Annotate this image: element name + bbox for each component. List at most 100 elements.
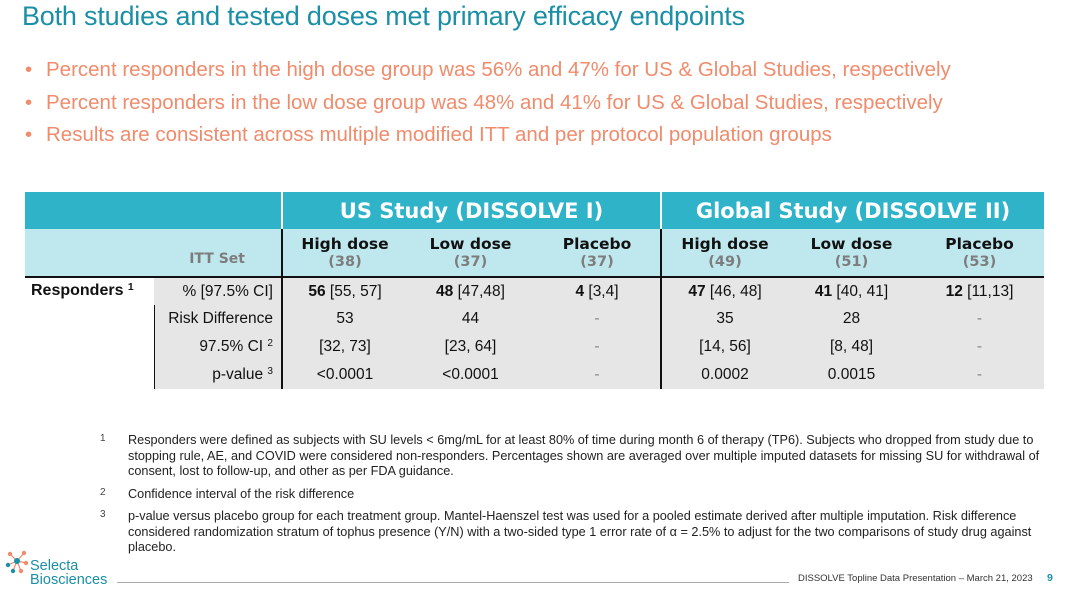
column-header: Low dose (37) [407, 229, 534, 278]
bullet-item: • Percent responders in the low dose grou… [22, 87, 951, 120]
footnote: 2 Confidence interval of the risk differe… [100, 487, 1045, 503]
column-n: (49) [708, 253, 742, 270]
table-cell: [32, 73] [281, 333, 407, 361]
cell-ci: [3,4] [584, 282, 619, 300]
column-label: High dose [301, 234, 389, 253]
footnote-ref: 2 [267, 337, 273, 349]
table-cell: 0.0002 [660, 361, 788, 389]
column-n: (37) [453, 253, 488, 270]
table-row: Risk Difference 53 44 - 35 28 - [25, 305, 1045, 333]
bullet-dot: • [25, 123, 33, 146]
table-head-blank [25, 229, 154, 278]
table-row: Responders 1 % [97.5% CI] 56 [55, 57] 48… [25, 277, 1045, 305]
cell-main-value: 48 [436, 282, 454, 300]
column-n: (51) [834, 253, 869, 270]
footnote-number: 2 [100, 486, 106, 498]
row-label: Risk Difference [153, 305, 283, 333]
table-blank-cell [25, 305, 154, 333]
company-logo-text: Selecta Biosciences [30, 558, 108, 588]
column-header: High dose (49) [660, 229, 788, 278]
footnote: 3 p-value versus placebo group for each t… [100, 509, 1045, 556]
cell-ci: [55, 57] [325, 282, 382, 300]
table-cell: 35 [660, 305, 788, 333]
bullet-text: Percent responders in the high dose grou… [46, 58, 951, 81]
table-cell: - [534, 333, 661, 361]
cell-ci: [40, 41] [832, 282, 889, 300]
cell-main-value: 56 [308, 282, 326, 300]
table-corner [25, 192, 282, 229]
table-cell: [14, 56] [660, 333, 788, 361]
column-n: (37) [580, 253, 614, 270]
table-column-header-row: ITT Set High dose (38) Low dose (37) Place… [25, 229, 1045, 278]
column-header: Placebo (37) [534, 229, 661, 278]
table-cell: [23, 64] [407, 333, 534, 361]
table-cell: - [915, 305, 1045, 333]
footnote: 1 Responders were defined as subjects wit… [100, 433, 1045, 480]
footnotes: 1 Responders were defined as subjects wit… [100, 433, 1045, 563]
table-cell: - [915, 361, 1045, 389]
bullet-dot: • [25, 58, 33, 81]
bullet-item: • Percent responders in the high dose gro… [22, 54, 951, 87]
footnote-text: Responders were defined as subjects with… [128, 433, 1040, 478]
table-group-header-row: US Study (DISSOLVE I) Global Study (DISS… [25, 192, 1045, 229]
footer-divider [117, 582, 789, 583]
column-label: Low dose [429, 234, 512, 253]
row-label-text: p-value [212, 366, 264, 384]
table-blank-cell [25, 333, 154, 361]
slide-title: Both studies and tested doses met primar… [22, 1, 745, 31]
global-study-header: Global Study (DISSOLVE II) [659, 192, 1045, 229]
bullet-dot: • [25, 90, 33, 114]
footnote-number: 3 [100, 509, 106, 520]
table-cell: 56 [55, 57] [281, 277, 407, 305]
table-cell: [8, 48] [788, 333, 915, 361]
table-cell: 28 [788, 305, 915, 333]
responders-label: Responders 1 [25, 277, 154, 305]
column-header: Low dose (51) [788, 229, 915, 278]
column-label: Placebo [945, 234, 1014, 253]
bullet-text: Percent responders in the low dose group… [46, 90, 943, 114]
cell-ci: [11,13] [962, 282, 1014, 300]
itt-set-label: ITT Set [154, 229, 282, 278]
row-label-text: 97.5% CI [199, 338, 264, 356]
table-cell: 12 [11,13] [915, 277, 1045, 305]
us-study-header: US Study (DISSOLVE I) [281, 192, 661, 229]
cell-main-value: 12 [945, 282, 963, 300]
table-cell: - [534, 305, 661, 333]
page-number: 9 [1047, 572, 1053, 584]
table-cell: 44 [407, 305, 534, 333]
table-cell: - [915, 333, 1045, 361]
table-cell: 47 [46, 48] [660, 277, 788, 305]
cell-main-value: 47 [688, 282, 706, 300]
cell-main-value: 4 [575, 282, 585, 300]
footnote-number: 1 [100, 433, 106, 444]
table-blank-cell [25, 361, 154, 389]
footnote-text: p-value versus placebo group for each tr… [128, 509, 1032, 554]
table-cell: - [534, 361, 661, 389]
column-label: High dose [681, 234, 769, 253]
row-label: p-value 3 [153, 361, 283, 389]
cell-ci: [46, 48] [705, 282, 762, 300]
table-cell: 53 [281, 305, 407, 333]
column-n: (38) [328, 253, 362, 270]
row-label: % [97.5% CI] [154, 277, 283, 305]
table-row: p-value 3 <0.0001 <0.0001 - 0.0002 0.001… [25, 361, 1045, 389]
cell-ci: [47,48] [453, 282, 505, 300]
logo-line-2: Biosciences [30, 572, 108, 588]
table-cell: 41 [40, 41] [788, 277, 915, 305]
footnote-ref: 1 [127, 282, 134, 294]
results-table: US Study (DISSOLVE I) Global Study (DISS… [25, 192, 1045, 389]
table-cell: <0.0001 [281, 361, 407, 389]
table-row: 97.5% CI 2 [32, 73] [23, 64] - [14, 56] … [25, 333, 1045, 361]
responders-text: Responders [31, 282, 124, 300]
logo-line-1: Selecta [30, 558, 79, 574]
footnote-text: Confidence interval of the risk differen… [128, 486, 355, 501]
column-header: Placebo (53) [915, 229, 1045, 278]
table-cell: <0.0001 [407, 361, 534, 389]
cell-main-value: 41 [814, 282, 833, 300]
column-header: High dose (38) [281, 229, 407, 278]
column-label: Placebo [562, 234, 632, 253]
bullet-list: • Percent responders in the high dose gro… [22, 54, 951, 152]
column-label: Low dose [810, 234, 893, 253]
table-cell: 0.0015 [788, 361, 915, 389]
row-label: 97.5% CI 2 [153, 333, 283, 361]
